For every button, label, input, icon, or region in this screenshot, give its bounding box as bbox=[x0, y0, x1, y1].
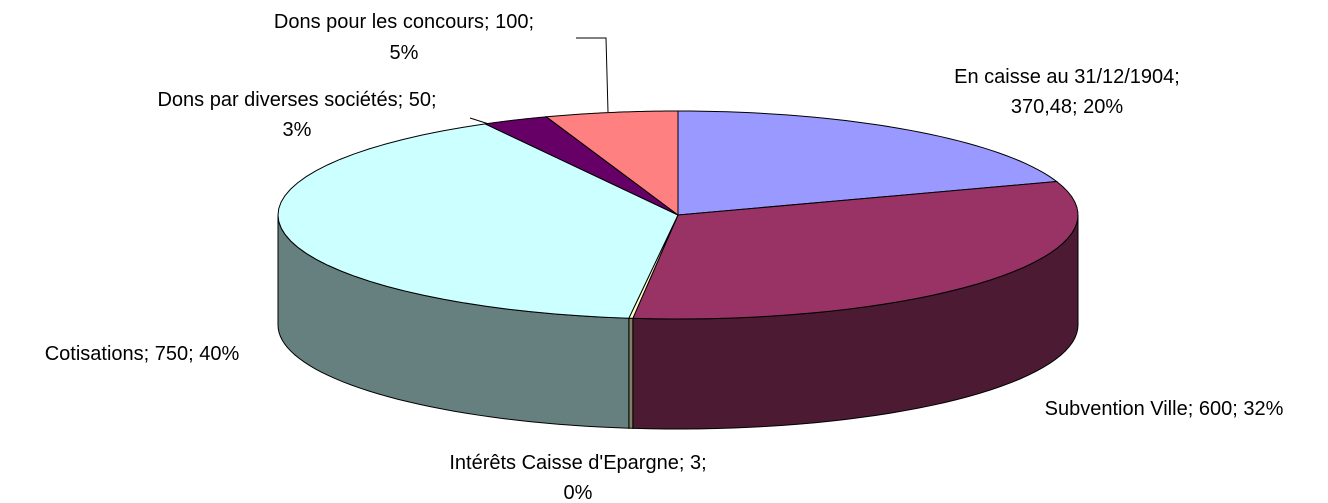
label-part: ; bbox=[398, 89, 409, 111]
label-part: 32% bbox=[1243, 398, 1283, 420]
data-label: Subvention Ville; 600; 32% bbox=[1045, 398, 1284, 420]
label-part: ; bbox=[188, 343, 199, 365]
label-part: 5% bbox=[390, 42, 419, 64]
data-label: 370,48; 20% bbox=[1011, 96, 1124, 118]
data-label: 5% bbox=[390, 42, 419, 64]
label-part: 20% bbox=[1083, 96, 1123, 118]
label-part: ; bbox=[1188, 398, 1199, 420]
label-part: ; bbox=[484, 11, 495, 33]
label-part: 50 bbox=[409, 89, 431, 111]
label-part: ; bbox=[529, 11, 535, 33]
label-part: Cotisations bbox=[45, 343, 144, 365]
label-part: 370,48 bbox=[1011, 96, 1072, 118]
label-part: En caisse au 31/12/1904 bbox=[954, 66, 1174, 88]
data-label: Intérêts Caisse d'Epargne; 3; bbox=[449, 452, 706, 474]
data-label: En caisse au 31/12/1904; bbox=[954, 66, 1180, 88]
label-part: 3 bbox=[690, 452, 701, 474]
label-part: 0% bbox=[564, 482, 593, 503]
data-label: Dons par diverses sociétés; 50; bbox=[157, 89, 436, 111]
label-part: Dons par diverses sociétés bbox=[157, 89, 397, 111]
slice bbox=[545, 110, 679, 216]
leader-line bbox=[576, 37, 609, 113]
label-part: Dons pour les concours bbox=[274, 11, 484, 33]
label-part: 40% bbox=[199, 343, 239, 365]
slice bbox=[632, 180, 1079, 320]
label-part: ; bbox=[701, 452, 707, 474]
data-label: 0% bbox=[564, 482, 593, 503]
slice-side bbox=[628, 317, 634, 429]
label-part: ; bbox=[1072, 96, 1083, 118]
label-part: 750 bbox=[155, 343, 188, 365]
label-part: ; bbox=[144, 343, 155, 365]
label-part: 600 bbox=[1199, 398, 1232, 420]
slice bbox=[483, 116, 679, 216]
data-label: Cotisations; 750; 40% bbox=[45, 343, 240, 365]
slice bbox=[277, 123, 679, 319]
slice bbox=[677, 110, 1059, 216]
label-part: ; bbox=[679, 452, 690, 474]
label-part: 3% bbox=[283, 119, 312, 141]
data-label: Dons pour les concours; 100; bbox=[274, 11, 534, 33]
label-part: ; bbox=[431, 89, 437, 111]
label-part: ; bbox=[1232, 398, 1243, 420]
data-label: 3% bbox=[283, 119, 312, 141]
label-part: Subvention Ville bbox=[1045, 398, 1188, 420]
label-part: Intérêts Caisse d'Epargne bbox=[449, 452, 679, 474]
label-part: 100 bbox=[495, 11, 528, 33]
label-part: ; bbox=[1174, 66, 1180, 88]
